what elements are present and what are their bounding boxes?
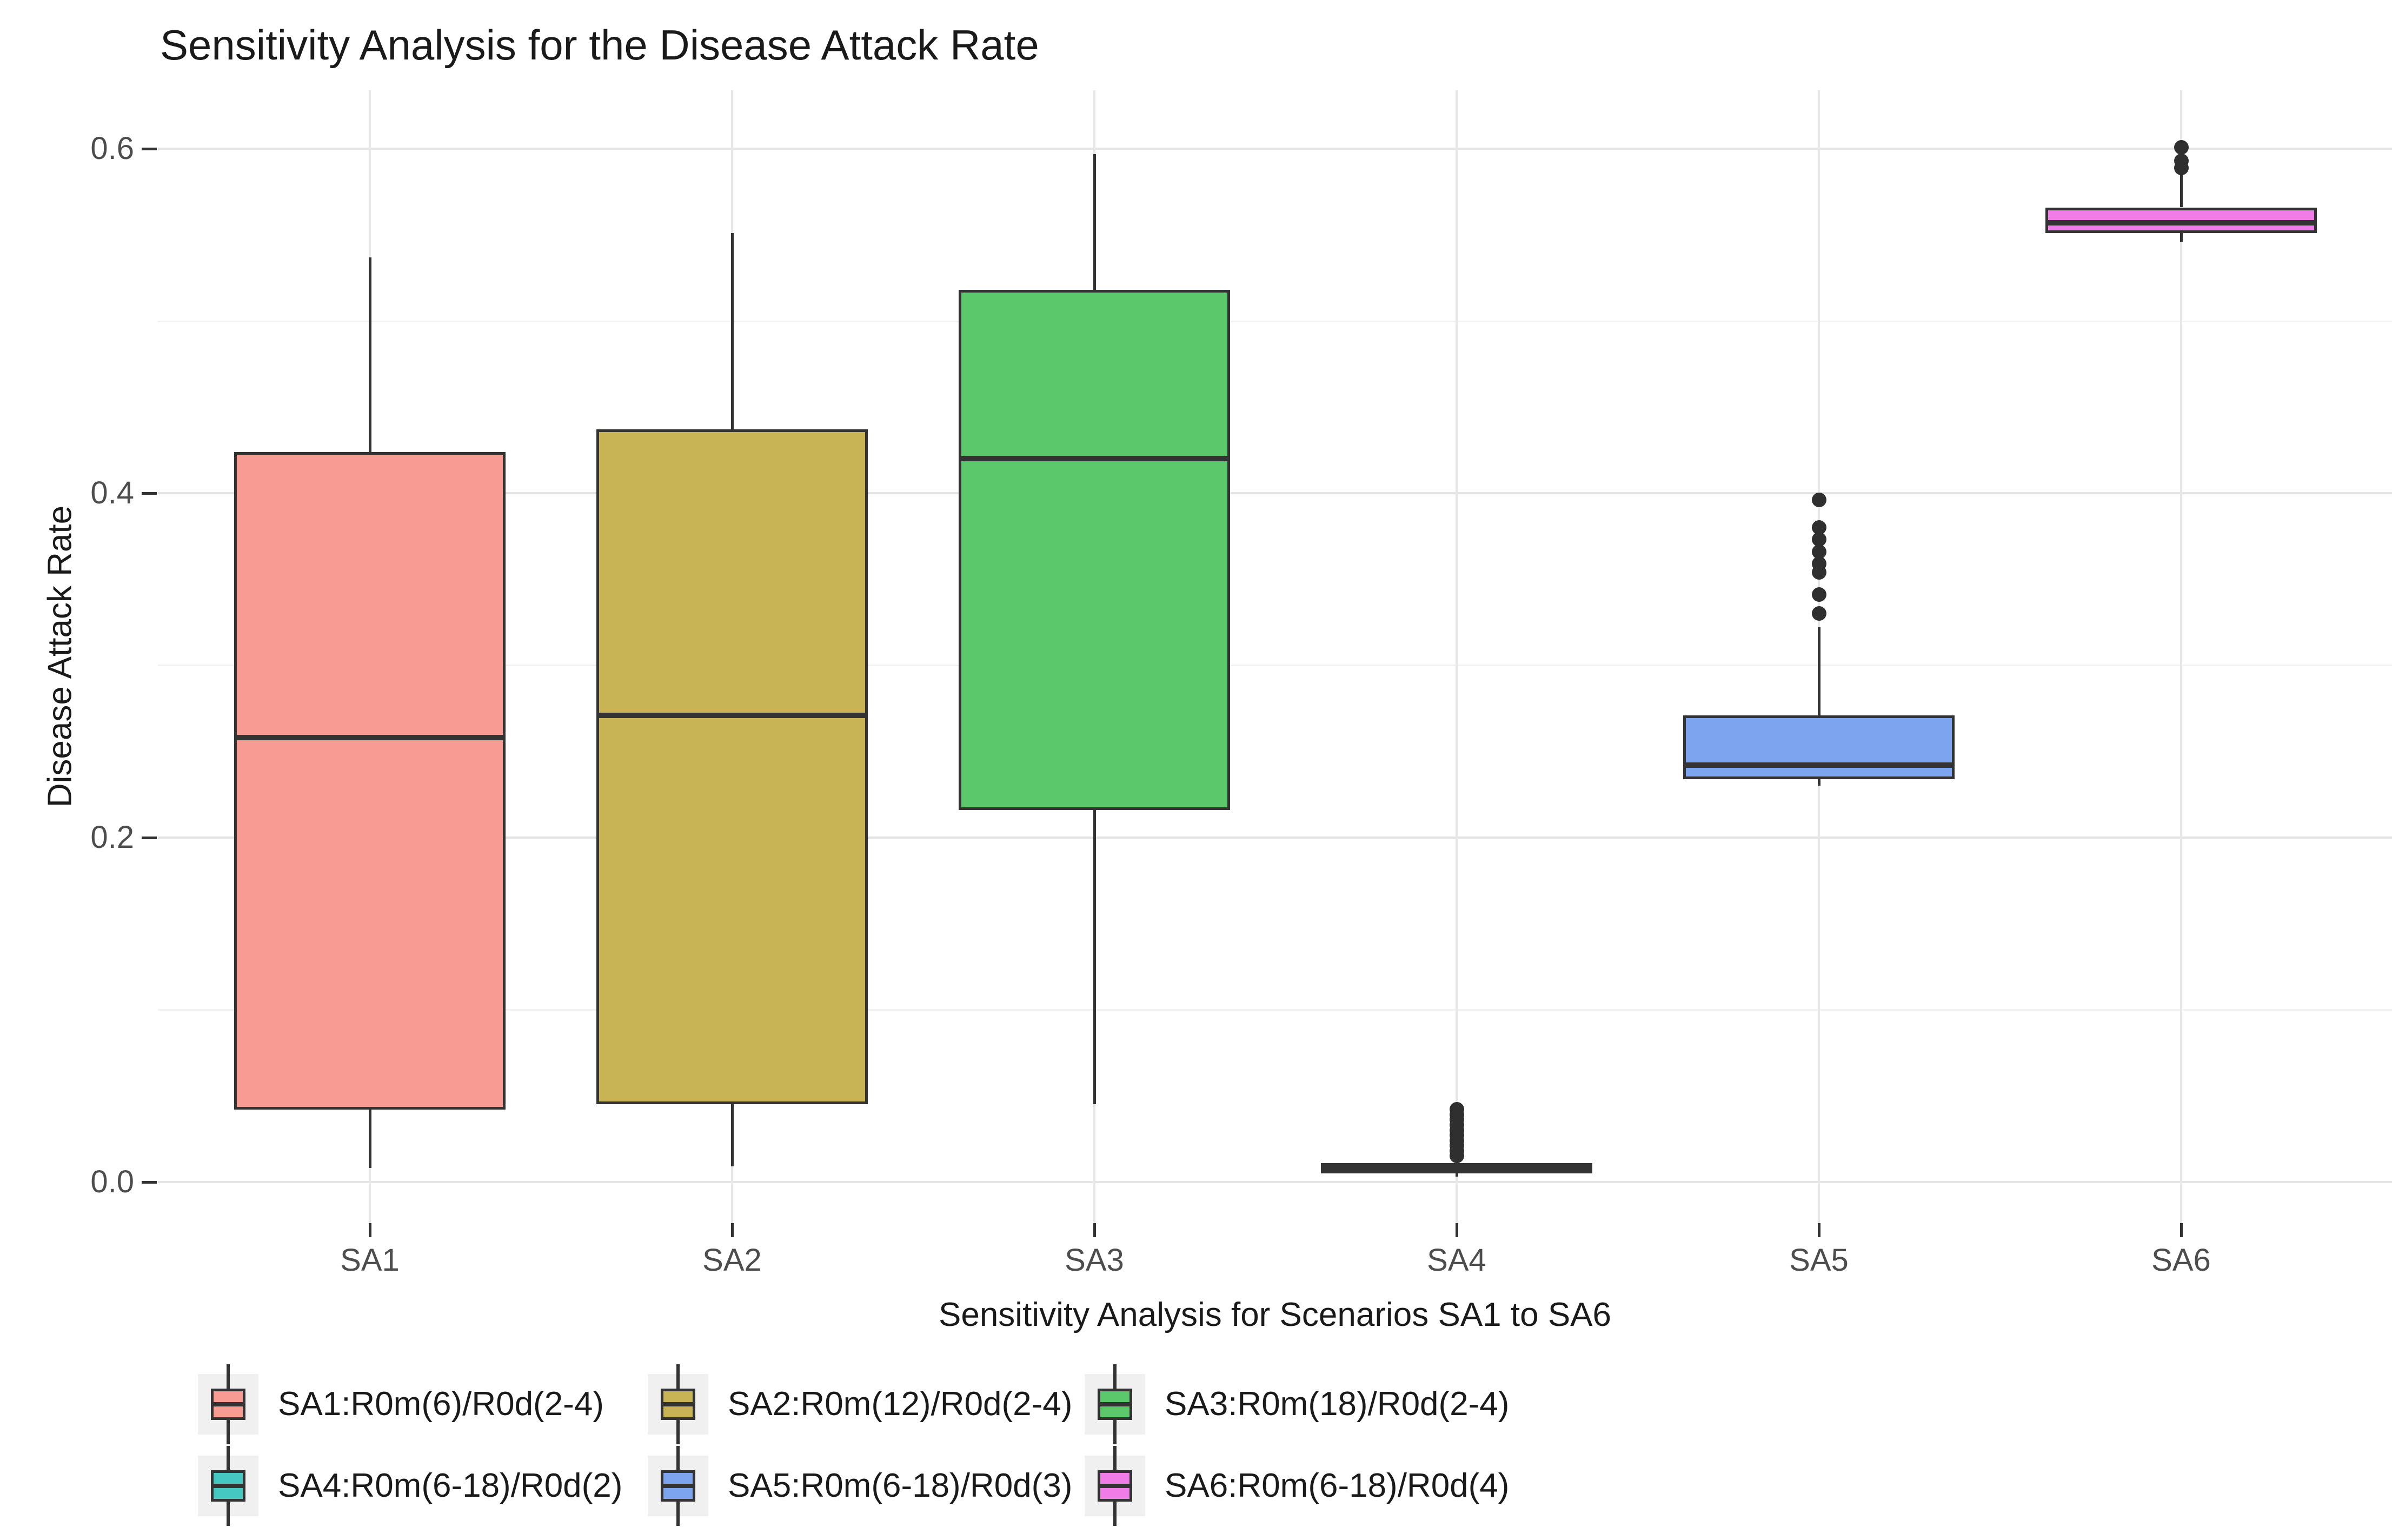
- gridline-h-minor: [158, 1009, 2392, 1011]
- y-tick-mark: [142, 836, 157, 839]
- whisker-upper-sa6: [2180, 175, 2183, 208]
- legend-key-median-line: [1098, 1402, 1132, 1406]
- whisker-lower-sa4: [1455, 1173, 1458, 1177]
- y-axis-title: Disease Attack Rate: [41, 505, 79, 808]
- y-tick-label: 0.6: [90, 131, 134, 167]
- whisker-upper-sa3: [1093, 154, 1096, 290]
- legend-key-median-line: [211, 1402, 245, 1406]
- x-tick-mark: [731, 1223, 734, 1237]
- median-sa2: [599, 712, 865, 718]
- whisker-lower-sa5: [1817, 779, 1820, 786]
- whisker-lower-sa6: [2180, 233, 2183, 242]
- legend-label-sa4: SA4:R0m(6-18)/R0d(2): [278, 1467, 623, 1504]
- median-sa6: [2048, 220, 2314, 226]
- x-tick-mark: [1818, 1223, 1820, 1237]
- x-axis-title: Sensitivity Analysis for Scenarios SA1 t…: [938, 1296, 1612, 1333]
- whisker-upper-sa5: [1817, 627, 1820, 715]
- y-tick-label: 0.4: [90, 475, 134, 511]
- whisker-lower-sa3: [1093, 809, 1096, 1105]
- gridline-h-major: [158, 492, 2392, 495]
- x-tick-mark: [369, 1223, 371, 1237]
- x-tick-label-sa4: SA4: [1427, 1243, 1486, 1278]
- x-tick-label-sa1: SA1: [340, 1243, 400, 1278]
- x-tick-label-sa3: SA3: [1065, 1243, 1124, 1278]
- median-sa4: [1324, 1165, 1590, 1171]
- y-tick-mark: [142, 1180, 157, 1184]
- y-tick-mark: [142, 492, 157, 495]
- whisker-lower-sa1: [368, 1109, 371, 1169]
- x-tick-label-sa6: SA6: [2151, 1243, 2211, 1278]
- x-tick-mark: [2180, 1223, 2183, 1237]
- y-tick-label: 0.2: [90, 819, 134, 855]
- outlier-dot-sa6: [2174, 140, 2189, 155]
- gridline-h-minor: [158, 320, 2392, 322]
- median-sa1: [237, 735, 503, 741]
- legend-key-sa5: [648, 1446, 708, 1526]
- gridline-h-major: [158, 1180, 2392, 1183]
- whisker-upper-sa2: [730, 233, 734, 430]
- x-tick-mark: [1456, 1223, 1458, 1237]
- legend-label-sa6: SA6:R0m(6-18)/R0d(4): [1165, 1467, 1510, 1504]
- outlier-dot-sa6: [2174, 154, 2189, 169]
- gridline-h-minor: [158, 665, 2392, 667]
- legend-key-median-line: [661, 1484, 695, 1488]
- legend-label-sa5: SA5:R0m(6-18)/R0d(3): [728, 1467, 1073, 1504]
- outlier-dot-sa5: [1811, 520, 1826, 535]
- gridline-h-major: [158, 148, 2392, 150]
- box-sa3: [959, 290, 1230, 810]
- outlier-dot-sa4: [1449, 1102, 1464, 1117]
- y-tick-label: 0.0: [90, 1164, 134, 1199]
- legend-key-sa4: [198, 1446, 258, 1526]
- median-sa3: [961, 456, 1227, 462]
- legend-key-median-line: [661, 1402, 695, 1406]
- legend-label-sa1: SA1:R0m(6)/R0d(2-4): [278, 1385, 604, 1423]
- gridline-v: [2180, 90, 2182, 1223]
- legend-key-median-line: [1098, 1484, 1132, 1488]
- median-sa5: [1686, 762, 1952, 768]
- legend-label-sa3: SA3:R0m(18)/R0d(2-4): [1165, 1385, 1510, 1423]
- legend-label-sa2: SA2:R0m(12)/R0d(2-4): [728, 1385, 1073, 1423]
- legend-key-sa2: [648, 1364, 708, 1444]
- box-sa2: [596, 429, 868, 1105]
- legend-key-sa3: [1085, 1364, 1145, 1444]
- whisker-upper-sa1: [368, 257, 371, 452]
- box-sa1: [234, 452, 506, 1110]
- box-sa5: [1683, 715, 1955, 779]
- outlier-dot-sa5: [1811, 587, 1826, 602]
- outlier-dot-sa5: [1811, 544, 1826, 559]
- legend-key-median-line: [211, 1484, 245, 1488]
- plot-panel: [158, 90, 2392, 1223]
- outlier-dot-sa5: [1811, 606, 1826, 621]
- gridline-h-major: [158, 836, 2392, 839]
- whisker-lower-sa2: [730, 1104, 734, 1166]
- legend-key-sa1: [198, 1364, 258, 1444]
- chart-title: Sensitivity Analysis for the Disease Att…: [160, 21, 1039, 69]
- x-tick-label-sa5: SA5: [1789, 1243, 1849, 1278]
- y-tick-mark: [142, 148, 157, 151]
- x-tick-label-sa2: SA2: [702, 1243, 762, 1278]
- outlier-dot-sa5: [1811, 493, 1826, 508]
- legend-key-sa6: [1085, 1446, 1145, 1526]
- gridline-v: [1456, 90, 1458, 1223]
- x-tick-mark: [1093, 1223, 1096, 1237]
